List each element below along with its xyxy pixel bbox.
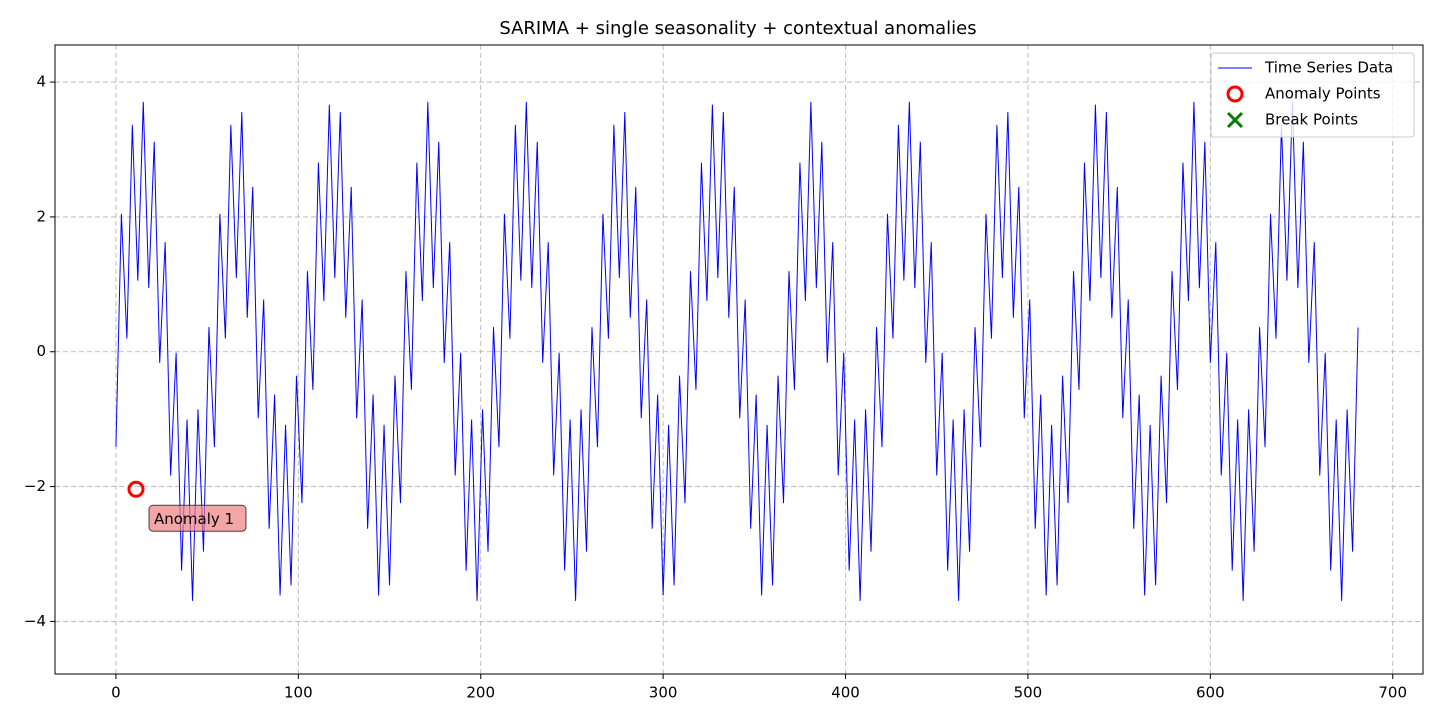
y-tick-label: 0 [36, 342, 46, 360]
y-tick-label: −2 [24, 477, 46, 495]
anomaly-marker [127, 480, 145, 498]
x-tick-label: 100 [284, 684, 313, 702]
legend-label: Anomaly Points [1265, 85, 1381, 103]
chart-title: SARIMA + single seasonality + contextual… [499, 18, 976, 39]
anomaly-marker [1226, 85, 1244, 103]
x-tick-label: 700 [1378, 684, 1407, 702]
legend-label: Time Series Data [1264, 59, 1393, 77]
break-marker [1226, 111, 1244, 129]
x-tick-label: 0 [111, 684, 121, 702]
legend-label: Break Points [1265, 111, 1358, 129]
plot-frame [54, 44, 1424, 675]
x-tick-label: 500 [1014, 684, 1043, 702]
data-line [115, 101, 1359, 602]
legend: Time Series Data Anomaly Points Break Poin… [1210, 52, 1415, 138]
x-tick-label: 300 [649, 684, 678, 702]
y-tick-label: 4 [36, 73, 46, 91]
legend-box [1210, 52, 1415, 138]
y-tick-label: 2 [36, 207, 46, 225]
annotation-box [148, 504, 247, 532]
annotation-text: Anomaly 1 [154, 510, 234, 528]
x-tick-label: 600 [1196, 684, 1225, 702]
annotation: Anomaly 1 [148, 504, 247, 532]
x-tick-label: 200 [466, 684, 495, 702]
x-tick-label: 400 [831, 684, 860, 702]
y-tick-label: −4 [24, 612, 46, 630]
